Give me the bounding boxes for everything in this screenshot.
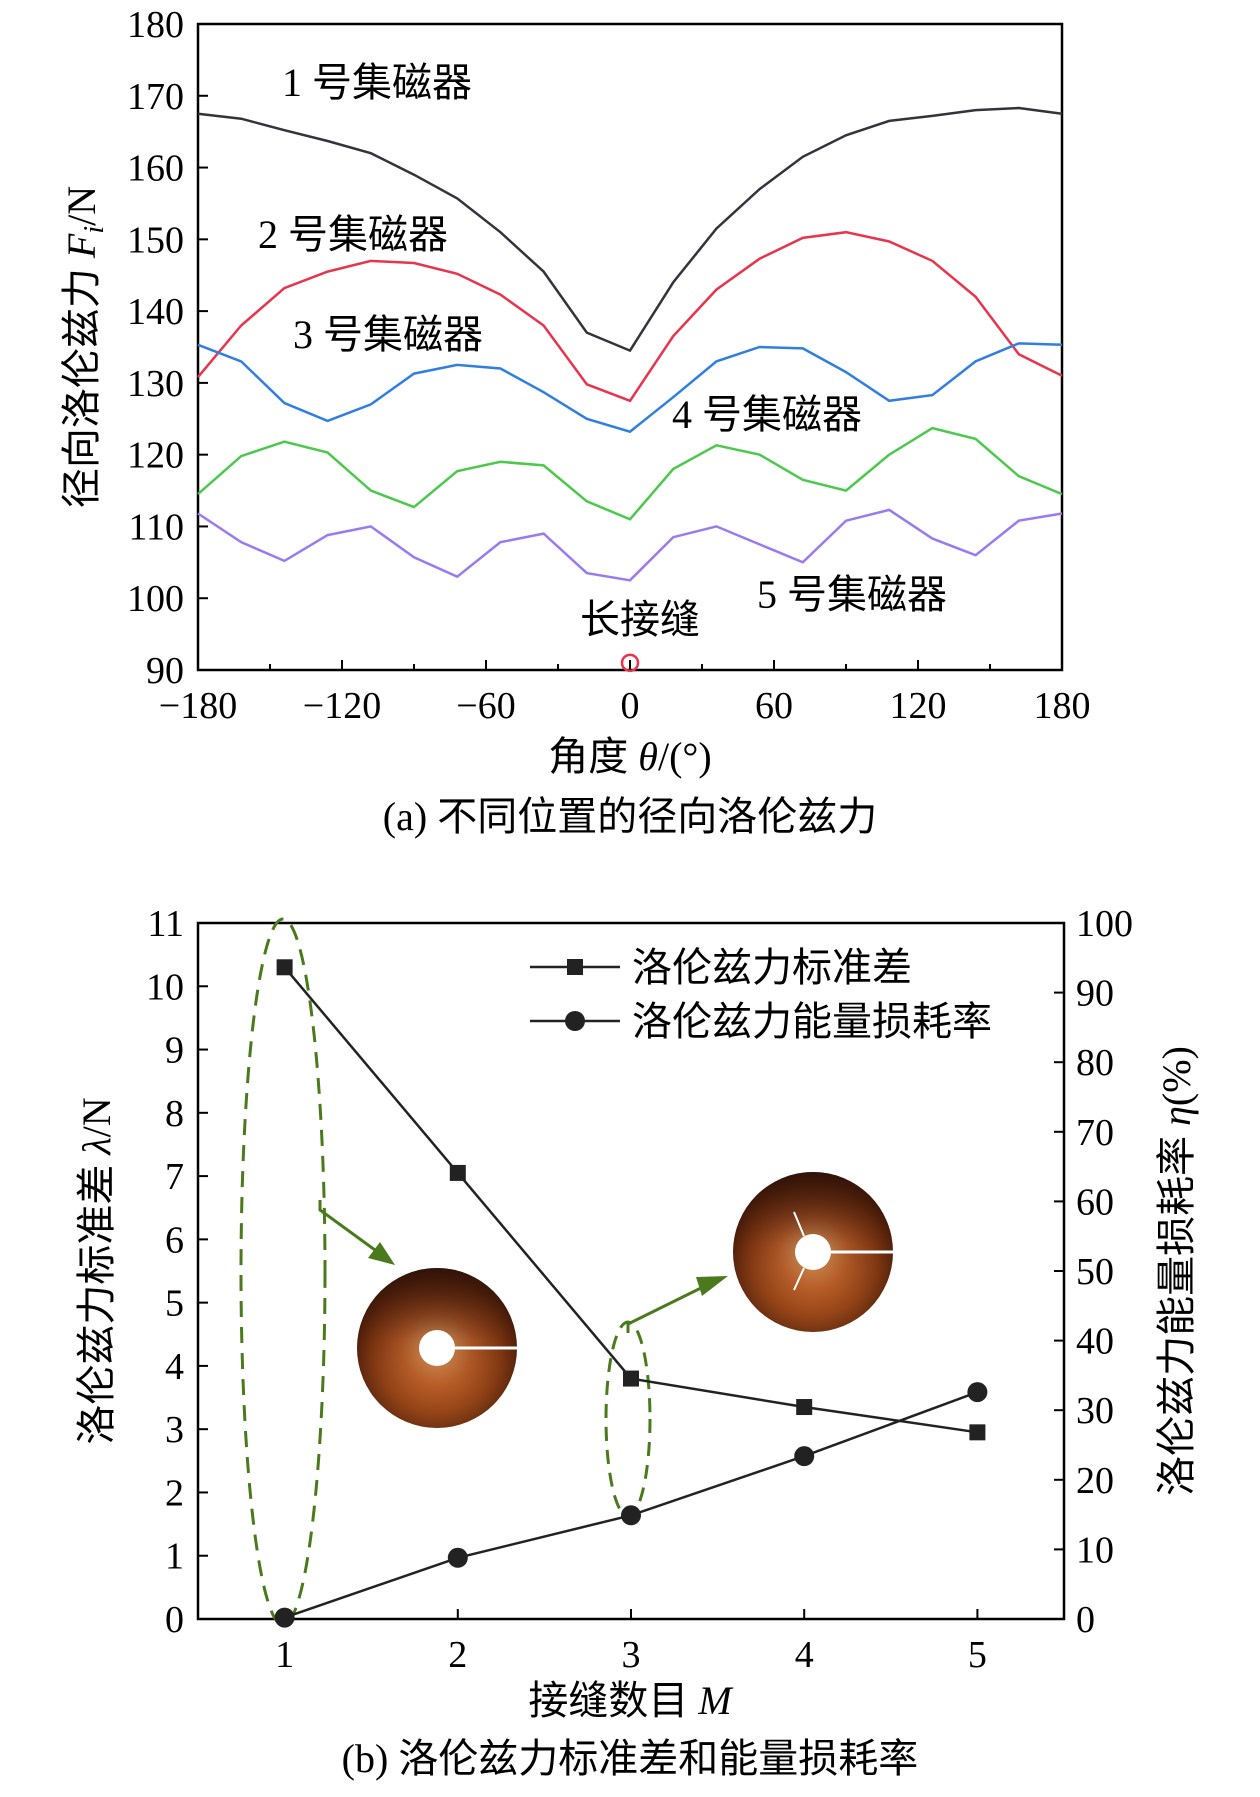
y-left-tick-label-b: 3 <box>165 1409 184 1451</box>
pointer-arrow-m1 <box>318 1200 395 1265</box>
y-right-tick-label-b: 20 <box>1076 1460 1114 1502</box>
y-right-tick-label-b: 10 <box>1076 1529 1114 1571</box>
y-left-tick-label-b: 4 <box>165 1346 184 1388</box>
chart-a: −180 −120 −60 0 60 120 180 90 100 110 120 130 140 150… <box>59 4 1091 839</box>
series-line-b-2 <box>284 1390 978 1619</box>
x-tick-label-a: −180 <box>159 685 237 727</box>
y-right-tick-label-b: 40 <box>1076 1321 1114 1363</box>
y-tick-label-a: 140 <box>127 291 184 333</box>
series-line-a-4 <box>197 426 1063 521</box>
y-left-tick-label-b: 1 <box>165 1536 184 1578</box>
caption-b: (b) 洛伦兹力标准差和能量损耗率 <box>342 1736 919 1781</box>
x-tick-label-b: 1 <box>275 1634 294 1676</box>
y-right-tick-label-b: 80 <box>1076 1042 1114 1084</box>
x-axis-title-a-text: 角度 <box>548 734 638 779</box>
y-tick-label-a: 100 <box>127 578 184 620</box>
x-tick-label-a: 120 <box>890 685 947 727</box>
y-left-tick-label-b: 9 <box>165 1030 184 1072</box>
y-left-tick-label-b: 8 <box>165 1093 184 1135</box>
x-tick-label-b: 5 <box>968 1634 987 1676</box>
long-seam-marker <box>620 653 640 673</box>
series-label-a-4: 4 号集磁器 <box>672 392 862 437</box>
data-point-loss <box>447 1547 468 1568</box>
x-tick-label-a: 0 <box>621 685 640 727</box>
series-label-a-5: 5 号集磁器 <box>757 572 947 617</box>
y-tick-label-a: 170 <box>127 76 184 118</box>
data-point-std <box>623 1370 639 1387</box>
data-point-loss <box>794 1446 815 1467</box>
y-right-tick-label-b: 100 <box>1076 903 1133 945</box>
y-axis-title-right-b: 洛伦兹力能量损耗率 η(%) <box>1154 1046 1199 1496</box>
data-point-std <box>449 1164 466 1181</box>
y-tick-label-a: 150 <box>127 219 184 261</box>
series-line-a-2 <box>197 230 1063 403</box>
data-point-loss <box>967 1382 988 1403</box>
data-point-loss <box>621 1505 641 1526</box>
y-left-tick-label-b: 2 <box>165 1472 184 1514</box>
legend-item-std: 洛伦兹力标准差 <box>530 945 912 990</box>
y-tick-label-a: 120 <box>127 435 184 477</box>
y-right-tick-label-b: 90 <box>1076 973 1114 1015</box>
x-tick-label-b: 4 <box>795 1634 814 1676</box>
data-point-loss <box>274 1607 295 1628</box>
coil-image-one-seam <box>357 1268 517 1428</box>
legend-item-loss: 洛伦兹力能量损耗率 <box>530 999 992 1044</box>
y-left-tick-label-b: 6 <box>165 1219 184 1261</box>
y-left-tick-label-b: 10 <box>146 966 184 1008</box>
y-axis-title-left-b: 洛伦兹力标准差 λ/N <box>74 1097 119 1444</box>
legend: 洛伦兹力标准差 洛伦兹力能量损耗率 <box>530 945 992 1044</box>
series-line-a-5 <box>197 508 1063 582</box>
y-tick-label-a: 160 <box>127 148 184 190</box>
data-point-std <box>796 1399 813 1416</box>
series-label-a-2: 2 号集磁器 <box>258 212 448 257</box>
highlight-ellipse-m3 <box>604 1320 652 1518</box>
y-right-tick-label-b: 0 <box>1076 1599 1095 1641</box>
y-left-tick-label-b: 7 <box>165 1156 184 1198</box>
legend-label-std: 洛伦兹力标准差 <box>632 945 912 990</box>
y-tick-label-a: 180 <box>127 4 184 46</box>
coil-image-three-seams <box>733 1172 893 1332</box>
y-right-tick-label-b: 60 <box>1076 1181 1114 1223</box>
x-tick-label-a: −60 <box>456 685 515 727</box>
legend-label-loss: 洛伦兹力能量损耗率 <box>632 999 992 1044</box>
x-tick-label-a: −120 <box>303 685 381 727</box>
y-right-tick-label-b: 50 <box>1076 1251 1114 1293</box>
y-right-tick-label-b: 30 <box>1076 1390 1114 1432</box>
caption-a: (a) 不同位置的径向洛伦兹力 <box>383 794 877 839</box>
x-axis-title-a: 角度 θ/(°) <box>548 734 711 779</box>
data-point-std <box>969 1424 986 1441</box>
y-right-tick-label-b: 70 <box>1076 1112 1114 1154</box>
y-tick-label-a: 90 <box>146 650 184 692</box>
x-tick-label-a: 60 <box>755 685 793 727</box>
x-axis-title-b: 接缝数目 M <box>528 1678 734 1723</box>
x-tick-label-b: 2 <box>448 1634 467 1676</box>
y-tick-label-a: 130 <box>127 363 184 405</box>
highlight-ellipse-m1 <box>239 917 327 1627</box>
y-left-tick-label-b: 11 <box>147 903 184 945</box>
y-axis-title-a: 径向洛伦兹力 Fi/N <box>59 186 110 508</box>
series-line-a-3 <box>197 342 1063 434</box>
pointer-arrow-m3 <box>626 1276 728 1333</box>
data-point-std <box>276 959 293 976</box>
y-left-tick-label-b: 0 <box>165 1599 184 1641</box>
series-label-a-3: 3 号集磁器 <box>293 312 483 357</box>
x-tick-label-a: 180 <box>1034 685 1091 727</box>
series-line-a-1 <box>197 106 1063 353</box>
long-seam-label: 长接缝 <box>580 597 700 642</box>
y-left-tick-label-b: 5 <box>165 1283 184 1325</box>
series-label-a-1: 1 号集磁器 <box>282 60 472 105</box>
x-tick-label-b: 3 <box>622 1634 641 1676</box>
y-tick-label-a: 110 <box>128 506 184 548</box>
chart-b: 1 2 3 4 501234567891011010203040506070809010… <box>74 903 1199 1781</box>
